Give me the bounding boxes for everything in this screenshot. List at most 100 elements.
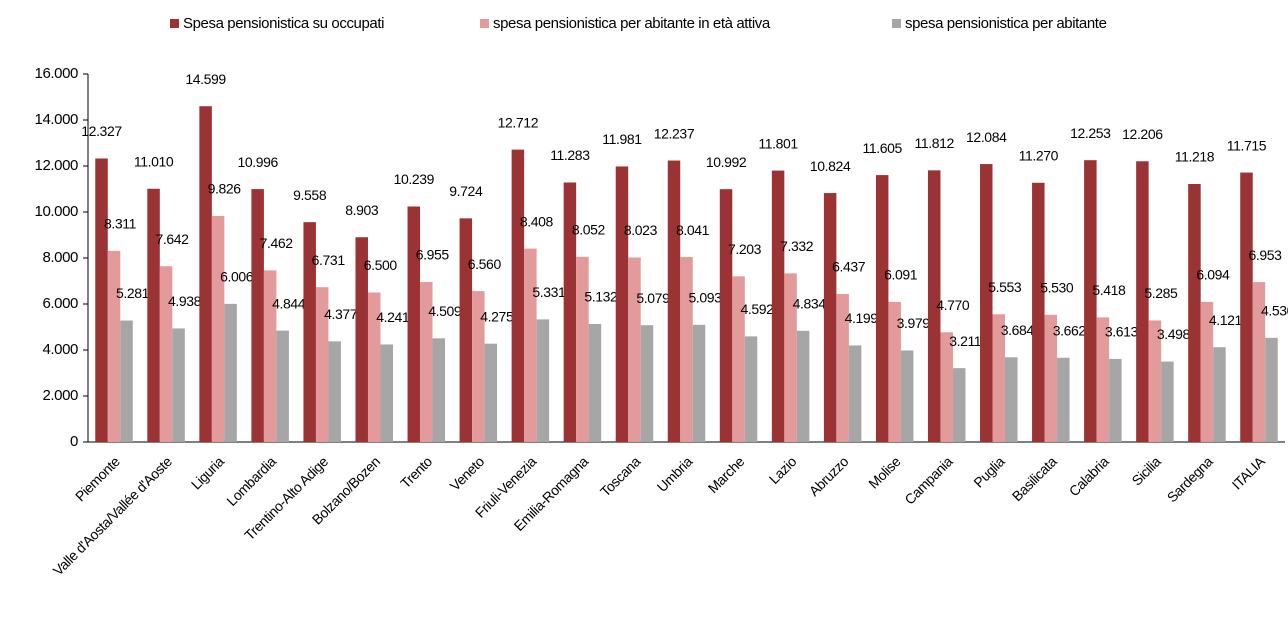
value-label: 5.132 <box>584 289 618 305</box>
x-tick-label: ITALIA <box>1229 453 1269 493</box>
bar <box>251 189 264 442</box>
x-tick-label: Toscana <box>597 453 644 500</box>
value-label: 11.981 <box>602 131 642 147</box>
value-label: 5.530 <box>1040 280 1074 296</box>
bar <box>120 320 133 442</box>
value-label: 3.684 <box>1001 322 1035 338</box>
value-label: 11.812 <box>915 135 955 151</box>
value-label: 5.079 <box>636 290 670 306</box>
value-label: 3.662 <box>1053 322 1087 338</box>
value-label: 10.992 <box>706 154 747 170</box>
bar <box>147 188 160 442</box>
bar <box>796 330 810 442</box>
bar <box>472 291 485 442</box>
bar <box>199 106 212 443</box>
value-label: 7.332 <box>780 238 814 254</box>
bar <box>303 222 316 442</box>
bar <box>367 292 381 442</box>
value-label: 4.834 <box>793 296 827 312</box>
value-label: 6.953 <box>1248 247 1282 263</box>
x-tick-label: Lazio <box>766 453 800 487</box>
value-label: 11.218 <box>1175 149 1215 165</box>
bar <box>1005 357 1018 442</box>
bar <box>628 257 641 442</box>
value-label: 9.558 <box>293 187 327 203</box>
bar <box>588 323 602 442</box>
bar <box>927 170 941 442</box>
bar <box>1240 172 1253 442</box>
bar <box>640 325 654 442</box>
bar <box>980 164 993 442</box>
bar <box>875 175 889 442</box>
value-label: 11.801 <box>758 135 798 151</box>
value-label: 5.418 <box>1092 282 1126 298</box>
value-label: 7.642 <box>156 231 190 247</box>
value-label: 4.844 <box>272 295 306 311</box>
bar <box>952 368 966 442</box>
x-tick-label: Basilicata <box>1009 453 1060 504</box>
value-label: 6.500 <box>364 257 398 273</box>
value-label: 4.592 <box>741 301 775 317</box>
y-tick-label: 10.000 <box>35 203 79 220</box>
bar <box>328 341 341 442</box>
bar <box>276 330 289 442</box>
value-label: 11.270 <box>1019 147 1059 163</box>
value-label: 12.327 <box>81 123 122 139</box>
bar <box>524 248 537 442</box>
bar <box>420 282 433 442</box>
value-label: 6.731 <box>312 252 346 268</box>
value-label: 6.094 <box>1196 267 1230 283</box>
value-label: 8.408 <box>520 213 554 229</box>
value-label: 4.121 <box>1209 312 1243 328</box>
bar <box>719 189 733 442</box>
bar <box>159 266 173 442</box>
value-label: 7.203 <box>728 241 762 257</box>
value-label: 4.377 <box>324 306 358 322</box>
x-tick-label: Campania <box>901 453 956 508</box>
bar <box>667 160 681 442</box>
bar <box>900 350 914 442</box>
x-tick-label: Puglia <box>970 453 1008 491</box>
bar <box>1265 337 1278 442</box>
value-label: 4.199 <box>845 310 879 326</box>
bar <box>1161 361 1174 442</box>
value-label: 3.979 <box>897 315 931 331</box>
value-label: 4.509 <box>428 303 462 319</box>
value-label: 10.239 <box>394 171 435 187</box>
value-label: 6.437 <box>832 259 866 275</box>
bar <box>836 293 849 442</box>
value-label: 3.613 <box>1105 324 1139 340</box>
value-label: 12.206 <box>1122 126 1163 142</box>
bar <box>823 193 837 442</box>
value-label: 5.281 <box>116 285 150 301</box>
bar <box>1032 182 1045 443</box>
value-label: 6.091 <box>884 267 918 283</box>
bar <box>1252 282 1266 442</box>
value-label: 8.052 <box>572 222 606 238</box>
value-label: 5.285 <box>1144 285 1178 301</box>
value-label: 10.996 <box>237 154 278 170</box>
x-tick-label: Marche <box>705 453 748 496</box>
bar <box>1057 357 1070 442</box>
value-label: 4.241 <box>376 309 410 325</box>
x-tick-label: Piemonte <box>72 453 123 504</box>
value-label: 11.010 <box>134 153 174 169</box>
bar <box>692 324 706 442</box>
legend-swatch <box>170 19 179 28</box>
value-label: 8.023 <box>624 222 658 238</box>
value-label: 8.903 <box>345 202 379 218</box>
bar <box>615 166 629 442</box>
bar <box>1109 358 1122 442</box>
bar <box>744 336 758 442</box>
value-label: 4.938 <box>168 293 202 309</box>
bar <box>732 276 745 442</box>
y-tick-label: 16.000 <box>35 65 79 82</box>
value-label: 5.553 <box>988 279 1022 295</box>
value-label: 4.275 <box>480 308 514 324</box>
bar <box>1188 183 1201 442</box>
bar <box>432 338 446 442</box>
y-tick-label: 2.000 <box>42 387 78 404</box>
bar <box>107 250 121 442</box>
x-tick-label: Liguria <box>188 453 227 492</box>
legend-label: spesa pensionistica per abitante <box>905 15 1107 32</box>
